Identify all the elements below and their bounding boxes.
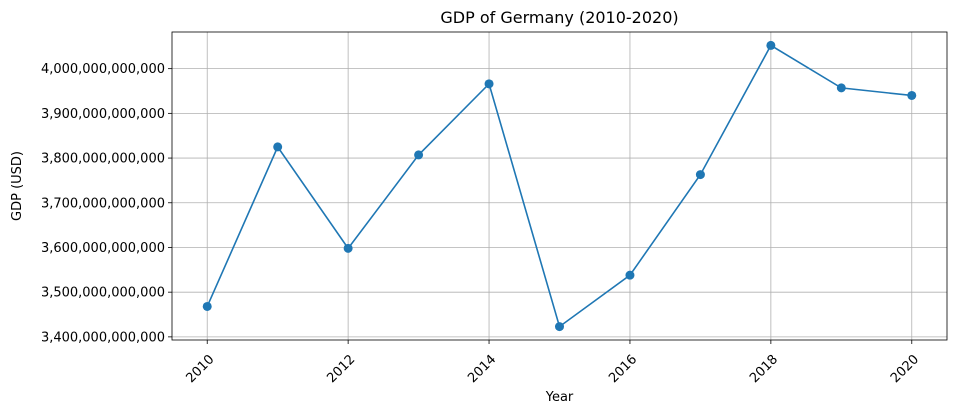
data-point-2019 bbox=[836, 83, 846, 93]
data-point-2017 bbox=[695, 170, 705, 180]
y-axis-label: GDP (USD) bbox=[10, 151, 25, 221]
data-points bbox=[202, 40, 917, 332]
x-tick-label: 2018 bbox=[747, 352, 781, 386]
data-point-2013 bbox=[414, 150, 424, 160]
data-point-2012 bbox=[343, 243, 353, 253]
data-point-2020 bbox=[907, 90, 917, 100]
x-axis-label: Year bbox=[545, 390, 574, 405]
x-tick-label: 2020 bbox=[888, 352, 922, 386]
data-point-2014 bbox=[484, 79, 494, 89]
y-tick-label: 3,700,000,000,000 bbox=[41, 196, 165, 211]
x-tick-label: 2016 bbox=[606, 352, 640, 386]
chart-title: GDP of Germany (2010-2020) bbox=[440, 8, 678, 27]
y-tick-label: 3,400,000,000,000 bbox=[41, 330, 165, 345]
series-line-gdp bbox=[206, 44, 912, 328]
plot-frame bbox=[171, 31, 948, 341]
data-point-2018 bbox=[766, 40, 776, 50]
grid-layer bbox=[172, 32, 947, 340]
data-point-2015 bbox=[555, 322, 564, 332]
y-tick-label: 3,900,000,000,000 bbox=[41, 107, 165, 122]
x-tick-label: 2014 bbox=[465, 352, 499, 386]
y-tick-label: 4,000,000,000,000 bbox=[41, 62, 165, 77]
y-tick-label: 3,800,000,000,000 bbox=[41, 152, 165, 167]
x-tick-label: 2010 bbox=[183, 352, 217, 386]
data-point-2011 bbox=[273, 142, 283, 152]
y-tick-label: 3,600,000,000,000 bbox=[41, 241, 165, 256]
y-tick-label: 3,500,000,000,000 bbox=[41, 286, 165, 301]
tick-layer: 2010 2012 2014 2016 2018 2020 3,400,000,000,00… bbox=[41, 62, 922, 386]
data-point-2016 bbox=[625, 270, 635, 280]
data-point-2010 bbox=[202, 301, 212, 311]
x-tick-label: 2012 bbox=[324, 352, 358, 386]
